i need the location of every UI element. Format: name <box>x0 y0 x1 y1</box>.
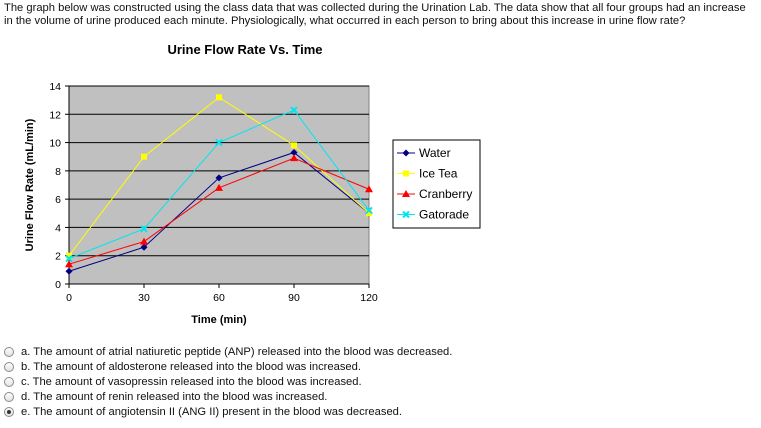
x-tick-label: 120 <box>360 292 378 304</box>
legend-label-gatorade: Gatorade <box>419 208 469 222</box>
x-tick-label: 90 <box>288 292 300 304</box>
data-point-gatorade <box>365 206 373 215</box>
question-text: The graph below was constructed using th… <box>4 2 746 27</box>
answer-option[interactable]: e. The amount of angiotensin II (ANG II)… <box>4 404 604 419</box>
radio-button[interactable] <box>4 361 14 372</box>
answer-option[interactable]: b. The amount of aldosterone released in… <box>4 359 604 374</box>
legend-marker-ice-tea <box>403 170 409 177</box>
line-chart: Urine Flow Rate Vs. Time 0 2 4 6 8 10 12 14 0 30 60… <box>24 42 481 326</box>
x-axis-label: Time (min) <box>191 314 247 326</box>
x-tick-label: 0 <box>66 292 72 304</box>
data-point-gatorade <box>290 106 298 114</box>
radio-button[interactable] <box>4 376 14 387</box>
data-point-gatorade <box>140 225 148 233</box>
radio-button[interactable] <box>4 391 14 402</box>
radio-button[interactable] <box>4 346 14 357</box>
legend-label-cranberry: Cranberry <box>419 187 472 201</box>
y-tick-label: 14 <box>49 81 61 93</box>
data-point-gatorade <box>65 254 73 263</box>
data-point-ice-tea <box>66 252 72 259</box>
answer-option-label: a. The amount of atrial natiuretic pepti… <box>21 345 453 358</box>
x-tick-label: 30 <box>138 292 150 304</box>
data-point-cranberry <box>140 237 148 245</box>
chart-title: Urine Flow Rate Vs. Time <box>167 42 322 57</box>
data-point-cranberry <box>215 183 223 191</box>
legend-marker-cranberry <box>402 190 410 197</box>
answer-option[interactable]: c. The amount of vasopressin released in… <box>4 374 604 389</box>
answer-options: a. The amount of atrial natiuretic pepti… <box>4 344 604 419</box>
data-point-ice-tea <box>366 210 372 217</box>
data-point-ice-tea <box>141 153 147 160</box>
data-point-water <box>290 148 298 156</box>
y-axis-label: Urine Flow Rate (mL/min) <box>24 118 36 251</box>
y-tick-label: 2 <box>55 251 61 263</box>
data-point-cranberry <box>365 185 373 193</box>
data-point-cranberry <box>65 260 73 268</box>
y-tick-label: 10 <box>49 138 61 150</box>
y-tick-label: 12 <box>49 109 61 121</box>
data-point-water <box>65 267 73 275</box>
radio-button[interactable] <box>4 406 14 417</box>
legend-label-water: Water <box>419 146 451 160</box>
answer-option[interactable]: a. The amount of atrial natiuretic pepti… <box>4 344 604 359</box>
answer-option-label: b. The amount of aldosterone released in… <box>21 360 361 373</box>
answer-option-label: d. The amount of renin released into the… <box>21 390 328 403</box>
y-tick-label: 0 <box>55 279 61 291</box>
data-point-ice-tea <box>291 142 297 149</box>
legend-marker-water <box>402 149 410 157</box>
legend-label-ice-tea: Ice Tea <box>419 167 458 181</box>
y-tick-label: 6 <box>55 194 61 206</box>
chart: Urine Flow Rate Vs. Time 0 2 4 6 8 10 12 14 0 30 60… <box>0 36 500 336</box>
x-tick-label: 60 <box>213 292 225 304</box>
data-point-water <box>215 174 223 182</box>
data-point-cranberry <box>290 154 298 162</box>
answer-option[interactable]: d. The amount of renin released into the… <box>4 389 604 404</box>
legend-marker-gatorade <box>402 210 410 219</box>
y-tick-label: 4 <box>55 222 61 234</box>
y-tick-label: 8 <box>55 166 61 178</box>
data-point-water <box>140 243 148 251</box>
answer-option-label: c. The amount of vasopressin released in… <box>21 375 362 388</box>
answer-option-label: e. The amount of angiotensin II (ANG II)… <box>21 405 403 418</box>
data-point-ice-tea <box>216 94 222 101</box>
data-point-gatorade <box>215 138 223 147</box>
